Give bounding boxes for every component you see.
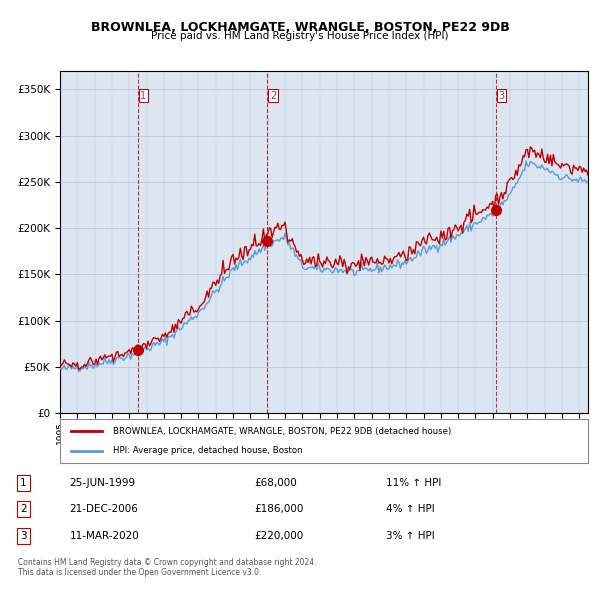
Text: 2: 2 — [20, 504, 27, 514]
Text: 25-JUN-1999: 25-JUN-1999 — [70, 478, 136, 488]
Text: BROWNLEA, LOCKHAMGATE, WRANGLE, BOSTON, PE22 9DB: BROWNLEA, LOCKHAMGATE, WRANGLE, BOSTON, … — [91, 21, 509, 34]
Text: 3: 3 — [499, 90, 505, 100]
Text: 11-MAR-2020: 11-MAR-2020 — [70, 531, 139, 541]
Text: Contains HM Land Registry data © Crown copyright and database right 2024.: Contains HM Land Registry data © Crown c… — [18, 558, 317, 566]
Text: 21-DEC-2006: 21-DEC-2006 — [70, 504, 139, 514]
Text: £186,000: £186,000 — [254, 504, 303, 514]
Text: 2: 2 — [270, 90, 276, 100]
Text: 1: 1 — [20, 478, 27, 488]
Text: This data is licensed under the Open Government Licence v3.0.: This data is licensed under the Open Gov… — [18, 568, 262, 576]
Text: BROWNLEA, LOCKHAMGATE, WRANGLE, BOSTON, PE22 9DB (detached house): BROWNLEA, LOCKHAMGATE, WRANGLE, BOSTON, … — [113, 427, 451, 436]
Text: £68,000: £68,000 — [254, 478, 296, 488]
Text: 4% ↑ HPI: 4% ↑ HPI — [386, 504, 435, 514]
Text: 11% ↑ HPI: 11% ↑ HPI — [386, 478, 442, 488]
Text: HPI: Average price, detached house, Boston: HPI: Average price, detached house, Bost… — [113, 446, 302, 455]
Text: £220,000: £220,000 — [254, 531, 303, 541]
Text: 3: 3 — [20, 531, 27, 541]
Text: 3% ↑ HPI: 3% ↑ HPI — [386, 531, 435, 541]
Text: Price paid vs. HM Land Registry's House Price Index (HPI): Price paid vs. HM Land Registry's House … — [151, 31, 449, 41]
Text: 1: 1 — [140, 90, 146, 100]
